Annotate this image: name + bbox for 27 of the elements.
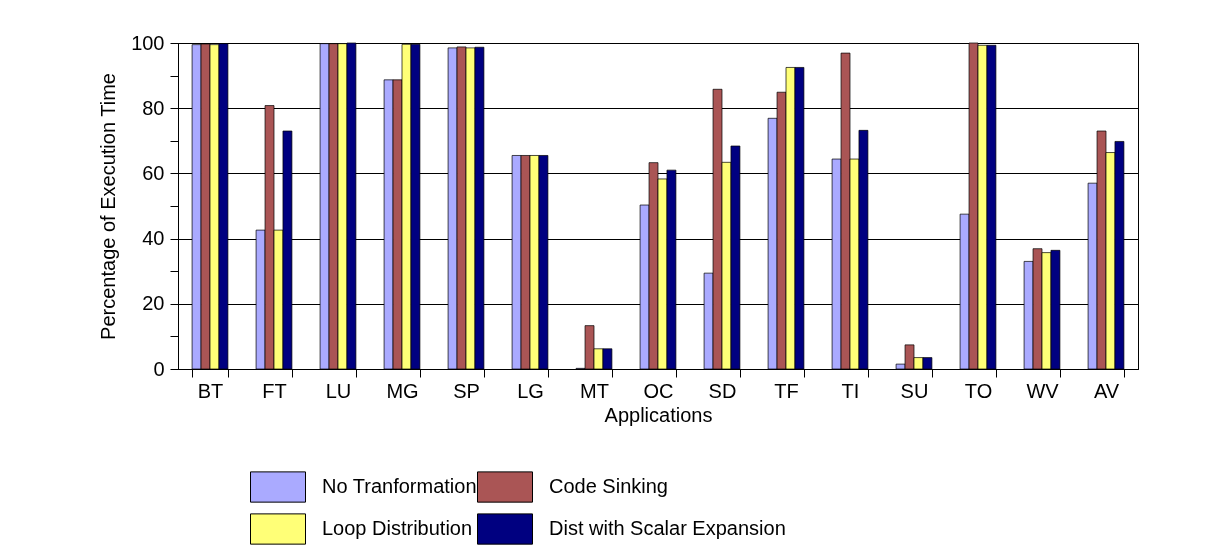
- legend-label: No Tranformation: [322, 475, 477, 497]
- x-tick-label: OC: [643, 379, 674, 402]
- x-tick-label: LG: [517, 379, 544, 402]
- legend-label: Loop Distribution: [322, 517, 473, 539]
- y-tick-label: 100: [131, 31, 165, 54]
- x-tick-label: TI: [841, 379, 860, 402]
- x-tick-label: TO: [964, 379, 993, 402]
- y-tick-label: 60: [142, 161, 165, 184]
- x-tick-label: LU: [325, 379, 352, 402]
- x-tick-label: SD: [708, 379, 737, 402]
- x-tick-label: SU: [900, 379, 929, 402]
- x-tick-label: MG: [386, 379, 419, 402]
- y-tick-label: 20: [142, 292, 165, 315]
- x-axis-title: Applications: [604, 403, 713, 426]
- x-tick-label: SP: [453, 379, 480, 402]
- x-tick-label: MT: [580, 379, 609, 402]
- x-tick-label: FT: [262, 379, 287, 402]
- y-tick-label: 0: [153, 357, 165, 380]
- y-axis-title: Percentage of Execution Time: [97, 73, 120, 340]
- x-tick-label: BT: [197, 379, 224, 402]
- x-tick-label: WV: [1026, 379, 1060, 402]
- y-tick-label: 40: [142, 227, 165, 250]
- x-tick-label: AV: [1093, 379, 1120, 402]
- legend-label: Dist with Scalar Expansion: [549, 517, 786, 539]
- y-tick-label: 80: [142, 96, 165, 119]
- legend-label: Code Sinking: [549, 475, 668, 497]
- x-tick-label: TF: [774, 379, 799, 402]
